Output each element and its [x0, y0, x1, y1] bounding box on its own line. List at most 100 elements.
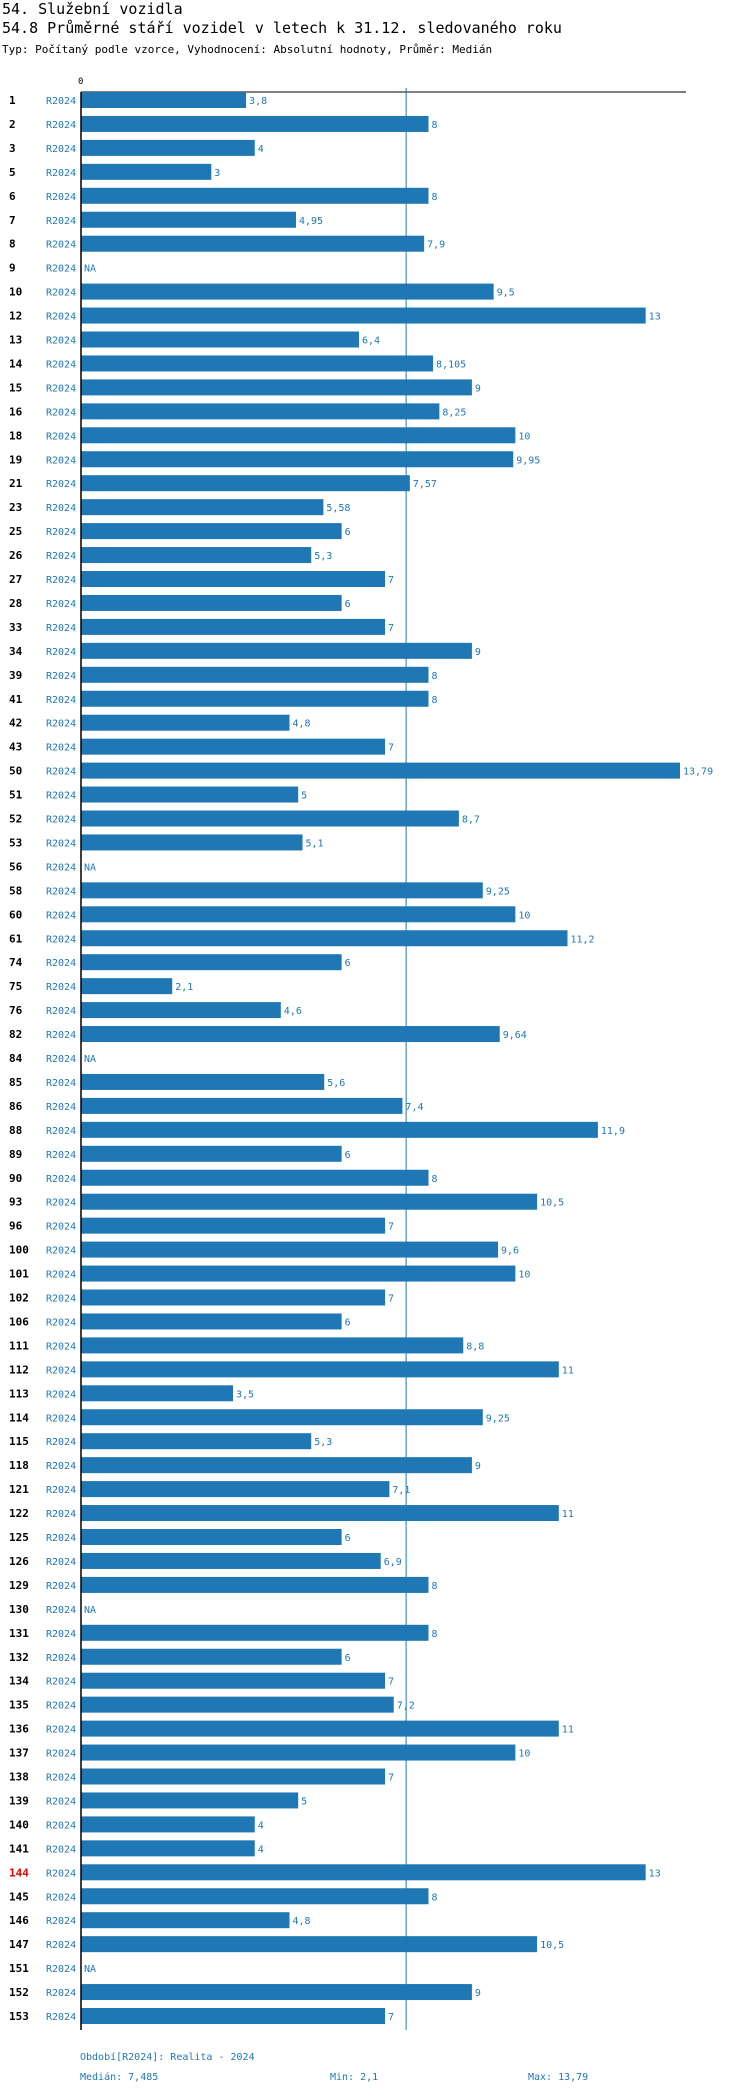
bar	[81, 1265, 516, 1282]
category-label: 112	[9, 1363, 29, 1376]
bar	[81, 331, 359, 348]
bar	[81, 762, 680, 779]
period-label: R2024	[46, 910, 76, 921]
value-label: 8	[431, 671, 437, 682]
category-label: 86	[9, 1100, 23, 1113]
value-label: 8	[431, 120, 437, 131]
period-label: R2024	[46, 647, 76, 658]
period-label: R2024	[46, 168, 76, 179]
bar	[81, 1313, 342, 1330]
period-label: R2024	[46, 1940, 76, 1951]
period-label: R2024	[46, 886, 76, 897]
category-label: 84	[9, 1052, 23, 1065]
category-label: 147	[9, 1938, 29, 1951]
value-label: 5	[301, 1796, 307, 1807]
period-label: R2024	[46, 1389, 76, 1400]
period-label: R2024	[46, 359, 76, 370]
bar	[81, 714, 290, 731]
bar	[81, 307, 646, 324]
category-label: 15	[9, 381, 22, 394]
value-label: 11	[562, 1509, 574, 1520]
bar	[81, 1169, 429, 1186]
value-label: 8,8	[466, 1341, 484, 1352]
period-label: R2024	[46, 1294, 76, 1305]
bar	[81, 810, 459, 827]
category-label: 74	[9, 956, 23, 969]
period-label: R2024	[46, 551, 76, 562]
period-label: R2024	[46, 743, 76, 754]
bar	[81, 1193, 538, 1210]
value-label: 13	[649, 1868, 661, 1879]
bar	[81, 1912, 290, 1929]
chart-title: 54. Služební vozidla	[2, 0, 183, 18]
value-label: 9,64	[503, 1030, 527, 1041]
bar	[81, 1816, 255, 1833]
category-label: 90	[9, 1172, 22, 1185]
period-label: R2024	[46, 791, 76, 802]
value-label: 9	[475, 1461, 481, 1472]
period-label: R2024	[46, 862, 76, 873]
bar	[81, 738, 386, 755]
category-label: 111	[9, 1339, 29, 1352]
category-label: 51	[9, 789, 23, 802]
value-label: 5,58	[326, 503, 350, 514]
value-label: 10	[518, 1270, 530, 1281]
value-label: 6	[345, 958, 351, 969]
value-label: 4	[258, 144, 264, 155]
period-label: R2024	[46, 1605, 76, 1616]
value-label: 6	[345, 1150, 351, 1161]
category-label: 88	[9, 1124, 22, 1137]
value-label: NA	[84, 1964, 96, 1975]
value-label: 11,9	[601, 1126, 625, 1137]
period-label: R2024	[46, 1030, 76, 1041]
category-label: 1	[9, 94, 16, 107]
category-label: 140	[9, 1818, 29, 1831]
value-label: 4,8	[292, 719, 310, 730]
period-label: R2024	[46, 1844, 76, 1855]
bar	[81, 594, 342, 611]
value-label: 8	[431, 1629, 437, 1640]
value-label: 9,25	[486, 1413, 510, 1424]
period-label: R2024	[46, 503, 76, 514]
period-label: R2024	[46, 958, 76, 969]
category-label: 14	[9, 357, 23, 370]
bar	[81, 499, 324, 516]
bar	[81, 1481, 390, 1498]
period-label: R2024	[46, 1988, 76, 1999]
value-label: 6	[345, 1533, 351, 1544]
bar	[81, 1672, 386, 1689]
value-label: 2,1	[175, 982, 193, 993]
period-label: R2024	[46, 1126, 76, 1137]
category-label: 10	[9, 286, 22, 299]
period-label: R2024	[46, 719, 76, 730]
value-label: 10,5	[540, 1940, 564, 1951]
bar	[81, 1073, 325, 1090]
category-label: 56	[9, 860, 23, 873]
category-label: 96	[9, 1220, 23, 1233]
category-label: 118	[9, 1459, 29, 1472]
category-label: 89	[9, 1148, 22, 1161]
chart-subtitle: 54.8 Průměrné stáří vozidel v letech k 3…	[2, 19, 562, 37]
category-label: 26	[9, 549, 23, 562]
value-label: 11	[562, 1725, 574, 1736]
value-label: 6	[345, 1653, 351, 1664]
period-label: R2024	[46, 1773, 76, 1784]
period-label: R2024	[46, 1581, 76, 1592]
category-label: 61	[9, 932, 23, 945]
period-label: R2024	[46, 1078, 76, 1089]
value-label: 9,95	[516, 455, 540, 466]
category-label: 33	[9, 621, 22, 634]
period-label: R2024	[46, 982, 76, 993]
period-label: R2024	[46, 383, 76, 394]
bar	[81, 451, 514, 468]
period-label: R2024	[46, 288, 76, 299]
category-label: 75	[9, 980, 22, 993]
value-label: 3	[214, 168, 220, 179]
category-label: 136	[9, 1723, 29, 1736]
category-label: 85	[9, 1076, 22, 1089]
category-label: 53	[9, 836, 22, 849]
period-label: R2024	[46, 527, 76, 538]
value-label: 4,95	[299, 216, 323, 227]
category-label: 121	[9, 1483, 29, 1496]
period-label: R2024	[46, 1437, 76, 1448]
